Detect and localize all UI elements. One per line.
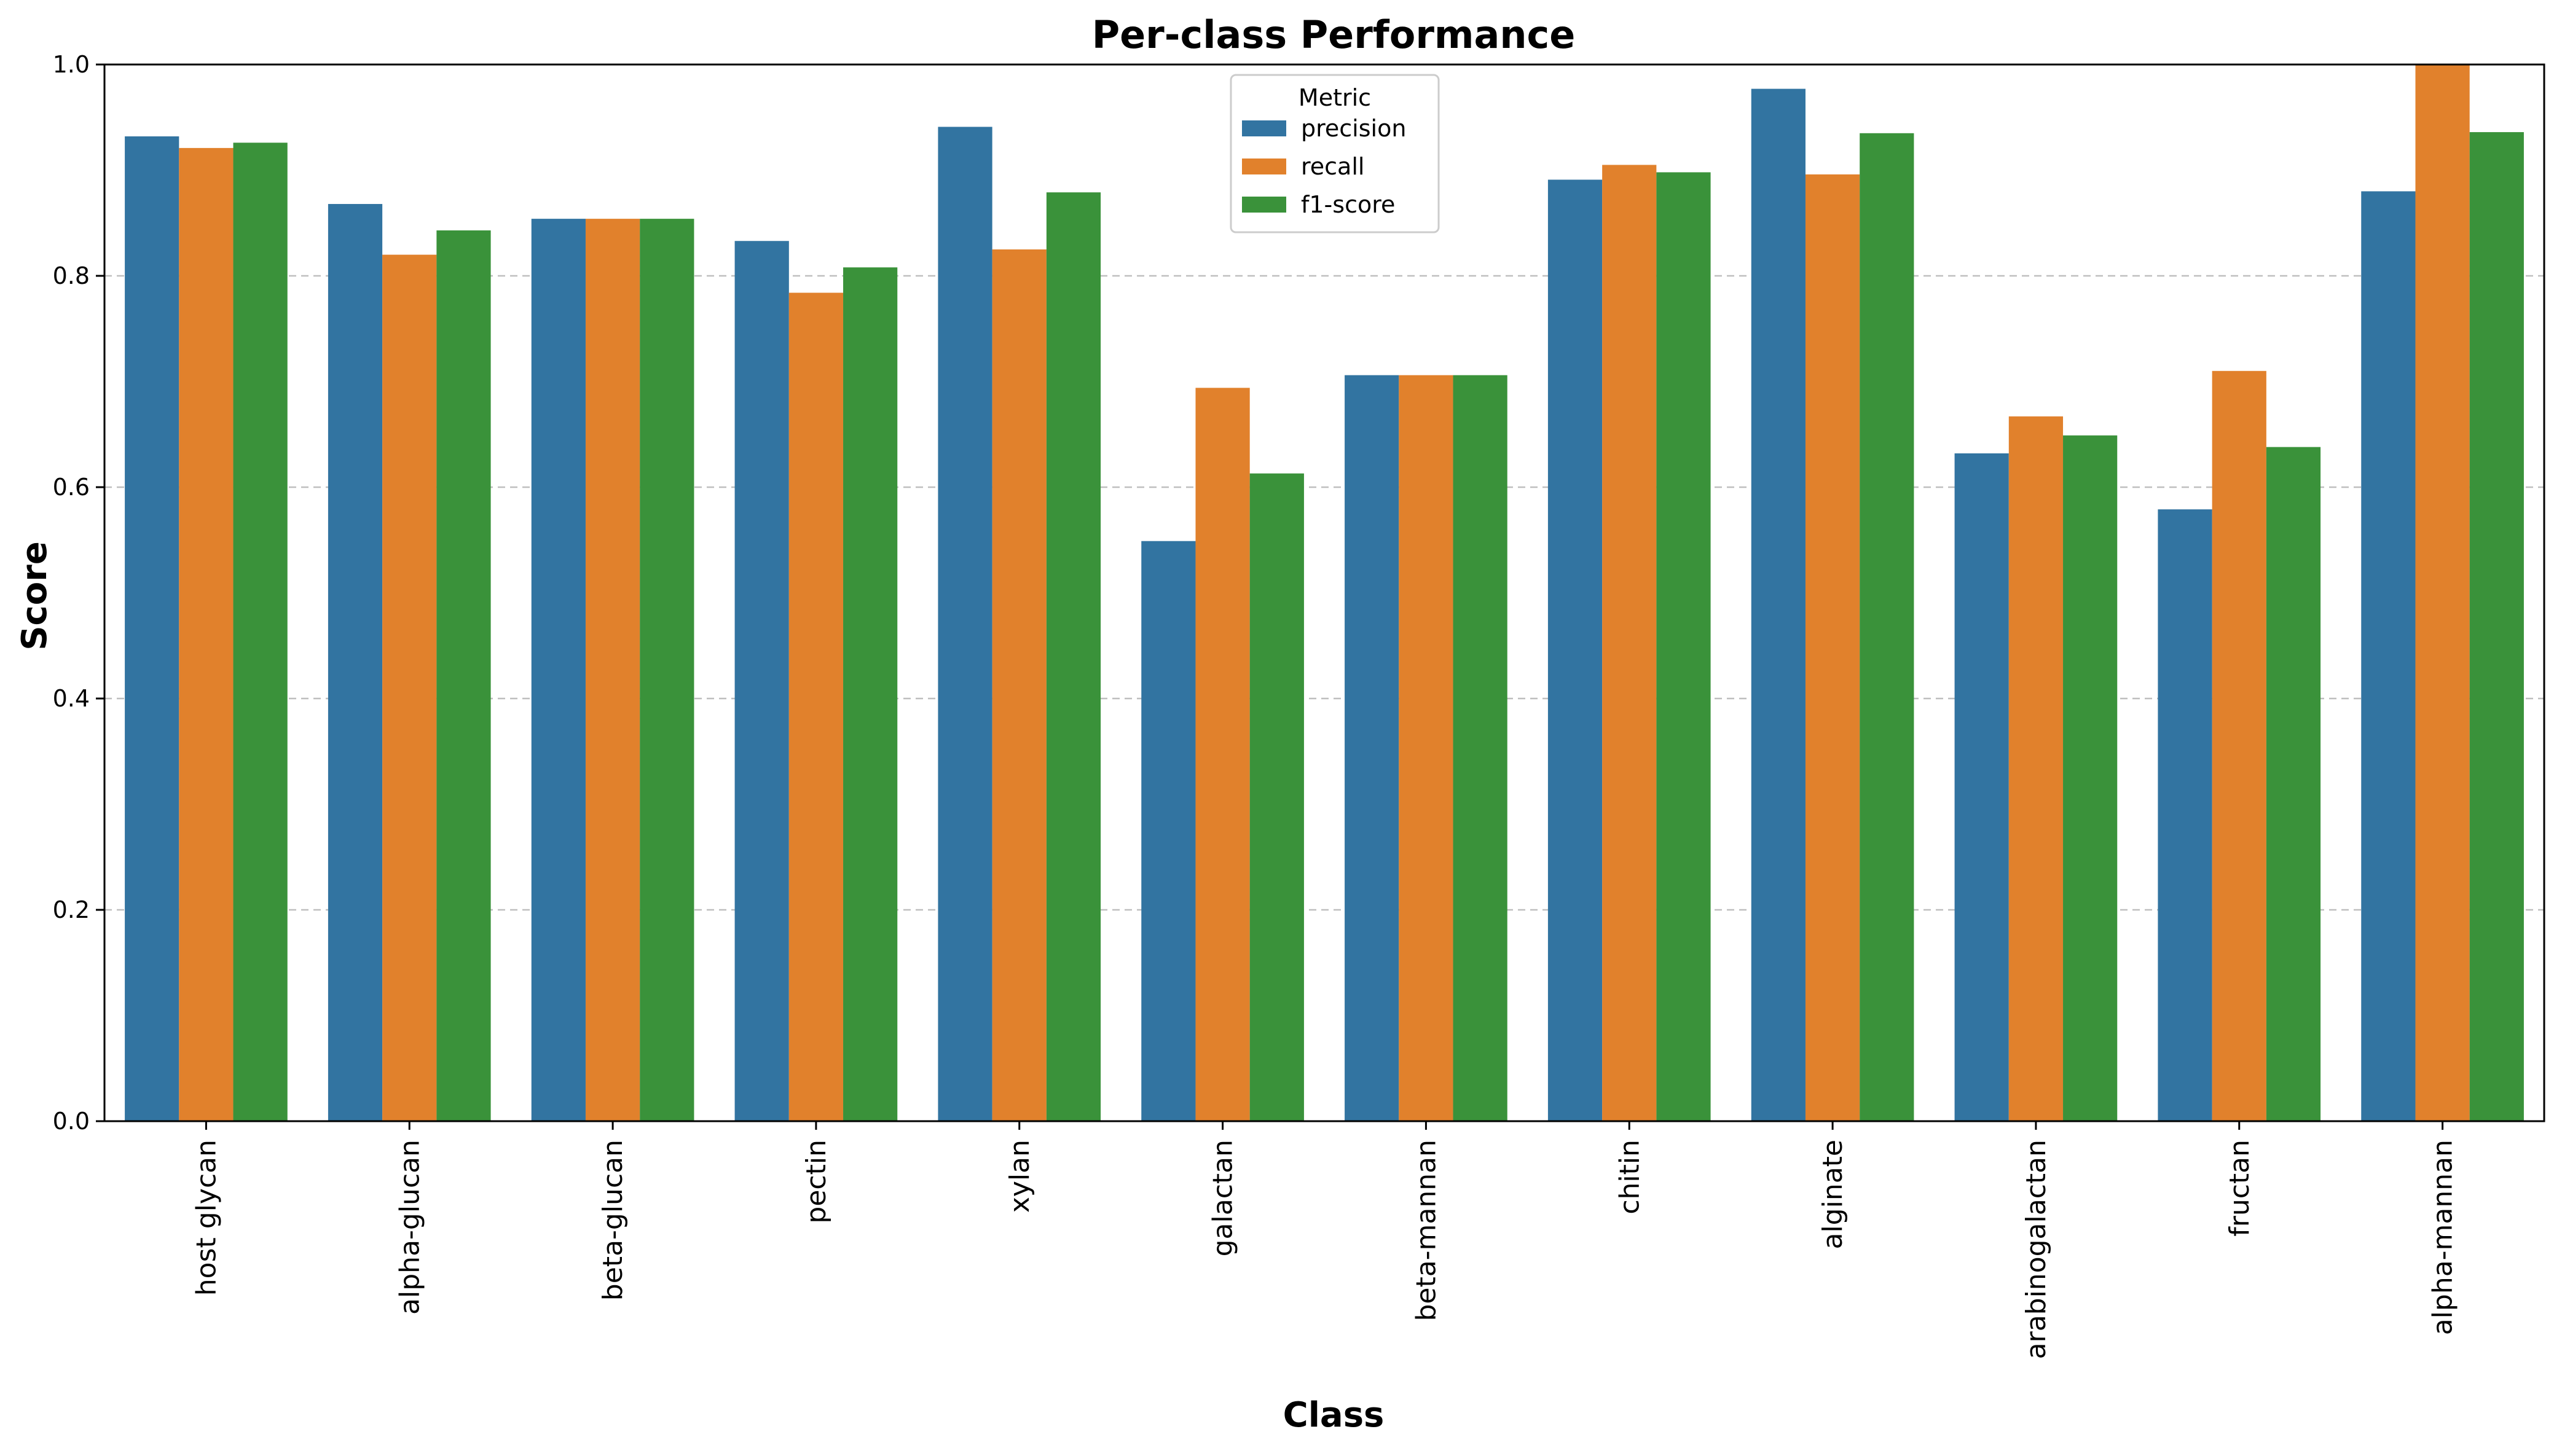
y-tick-label: 0.8 bbox=[53, 262, 90, 289]
bar-precision-beta-glucan bbox=[531, 219, 586, 1121]
legend-swatch-f1-score bbox=[1242, 197, 1286, 213]
bar-recall-xylan bbox=[992, 249, 1047, 1121]
bar-recall-host-glycan bbox=[179, 147, 234, 1121]
bar-precision-chitin bbox=[1547, 179, 1603, 1122]
bar-f1-score-chitin bbox=[1656, 172, 1711, 1122]
legend-title: Metric bbox=[1299, 84, 1371, 111]
y-axis-label: Score bbox=[15, 541, 55, 651]
y-tick-label: 0.2 bbox=[53, 896, 90, 923]
x-tick-label: alpha-mannan bbox=[2427, 1140, 2459, 1335]
bar-f1-score-beta-glucan bbox=[640, 219, 694, 1121]
bar-f1-score-galactan bbox=[1249, 473, 1304, 1121]
y-tick-label: 0.0 bbox=[53, 1108, 90, 1135]
x-tick-label: chitin bbox=[1614, 1140, 1645, 1215]
bar-recall-fructan bbox=[2212, 370, 2266, 1121]
y-tick-label: 0.4 bbox=[53, 685, 90, 712]
x-tick-label: fructan bbox=[2224, 1140, 2255, 1237]
bar-recall-alginate bbox=[1805, 174, 1860, 1121]
legend-box bbox=[1230, 74, 1440, 233]
bar-f1-score-arabinogalactan bbox=[2063, 435, 2118, 1121]
bar-f1-score-host-glycan bbox=[233, 143, 288, 1121]
x-tick-label: arabinogalactan bbox=[2021, 1140, 2052, 1359]
x-tick-label: beta-mannan bbox=[1410, 1140, 1442, 1321]
bar-recall-pectin bbox=[788, 292, 844, 1121]
bar-precision-alginate bbox=[1751, 88, 1806, 1121]
x-tick-label: alpha-glucan bbox=[394, 1140, 425, 1315]
bars bbox=[125, 65, 2524, 1122]
x-tick-label: alginate bbox=[1817, 1140, 1849, 1250]
legend: Metric precision recall f1-score bbox=[1230, 74, 1440, 233]
legend-swatch-precision bbox=[1242, 120, 1286, 136]
bar-precision-host-glycan bbox=[125, 136, 179, 1122]
bar-precision-arabinogalactan bbox=[1954, 453, 2009, 1122]
bar-recall-chitin bbox=[1602, 165, 1657, 1121]
bar-precision-fructan bbox=[2158, 509, 2212, 1121]
bar-recall-beta-mannan bbox=[1399, 375, 1453, 1122]
bar-recall-galactan bbox=[1195, 388, 1250, 1121]
bar-f1-score-pectin bbox=[843, 267, 898, 1121]
bar-precision-alpha-glucan bbox=[328, 204, 383, 1121]
y-tick-label: 1.0 bbox=[53, 51, 90, 78]
legend-label-recall: recall bbox=[1301, 153, 1364, 180]
legend-label-f1-score: f1-score bbox=[1301, 191, 1395, 218]
bar-recall-arabinogalactan bbox=[2008, 416, 2064, 1121]
x-tick-label: pectin bbox=[801, 1140, 832, 1224]
bar-f1-score-xylan bbox=[1046, 192, 1101, 1121]
x-tick-label: galactan bbox=[1208, 1140, 1239, 1256]
y-axis-ticks: 0.0 0.2 0.4 0.6 0.8 1.0 bbox=[53, 51, 104, 1135]
bar-f1-score-beta-mannan bbox=[1453, 375, 1507, 1122]
bar-precision-galactan bbox=[1141, 541, 1196, 1121]
bar-f1-score-fructan bbox=[2266, 447, 2321, 1121]
bar-recall-alpha-mannan bbox=[2415, 65, 2470, 1121]
x-tick-label: xylan bbox=[1004, 1140, 1035, 1213]
legend-swatch-recall bbox=[1242, 159, 1286, 174]
y-tick-label: 0.6 bbox=[53, 474, 90, 501]
x-tick-label: host glycan bbox=[191, 1140, 222, 1296]
legend-label-precision: precision bbox=[1301, 115, 1406, 142]
bar-precision-beta-mannan bbox=[1345, 375, 1399, 1122]
x-tick-label: beta-glucan bbox=[597, 1140, 629, 1301]
bar-precision-pectin bbox=[734, 241, 789, 1121]
bar-f1-score-alpha-mannan bbox=[2469, 132, 2524, 1122]
bar-recall-beta-glucan bbox=[585, 219, 640, 1121]
bar-precision-xylan bbox=[938, 127, 992, 1122]
plot-frame bbox=[103, 63, 2545, 1122]
bar-precision-alpha-mannan bbox=[2361, 191, 2416, 1121]
bar-f1-score-alpha-glucan bbox=[436, 230, 491, 1121]
bar-recall-alpha-glucan bbox=[382, 254, 437, 1122]
chart-title: Per-class Performance bbox=[1092, 12, 1576, 57]
bar-f1-score-alginate bbox=[1860, 133, 1914, 1121]
x-axis-label: Class bbox=[1283, 1395, 1385, 1435]
legend-items: precision recall f1-score bbox=[1242, 115, 1406, 218]
x-axis-ticks: host glycan alpha-glucan beta-glucan pectin… bbox=[191, 1121, 2459, 1359]
